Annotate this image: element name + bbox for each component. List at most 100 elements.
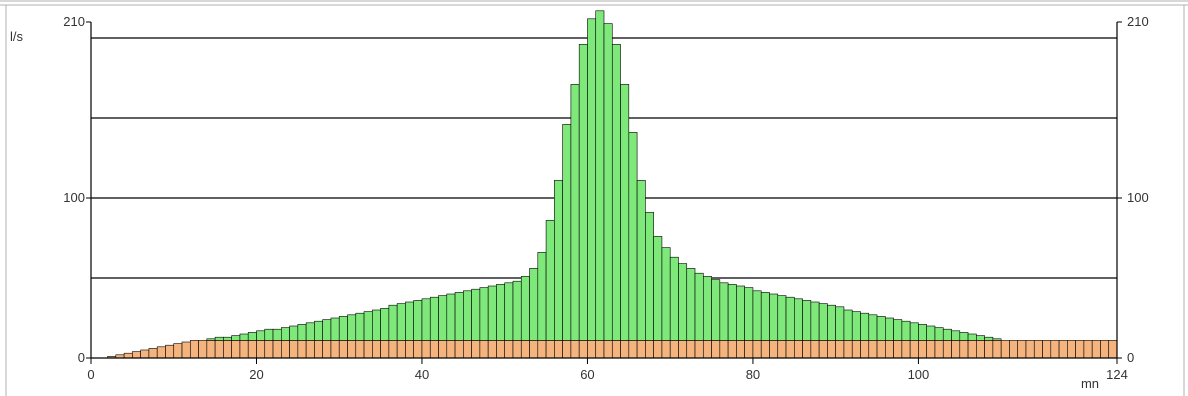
bar-base	[603, 340, 613, 359]
bar-base	[860, 340, 870, 359]
bar-base	[214, 340, 224, 359]
bar-base	[785, 340, 795, 359]
bar-base	[504, 340, 514, 359]
bar-base	[959, 340, 969, 359]
bar-base	[595, 340, 605, 359]
bar-base	[206, 340, 216, 359]
bar-base	[893, 340, 903, 359]
bar-base	[702, 340, 712, 359]
bar-runoff	[471, 288, 481, 341]
bar-runoff	[686, 268, 696, 341]
bar-runoff	[405, 301, 414, 341]
bar-runoff	[760, 292, 770, 341]
bar-runoff	[529, 268, 539, 341]
bar-runoff	[396, 303, 406, 341]
bar-runoff	[876, 316, 886, 341]
bar-runoff	[355, 312, 365, 341]
bar-base	[223, 340, 232, 359]
bar-base	[1025, 340, 1035, 359]
bar-base	[1091, 340, 1101, 359]
bar-base	[446, 340, 456, 359]
bar-runoff	[653, 236, 663, 341]
bar-base	[843, 340, 853, 359]
bar-runoff	[554, 180, 563, 341]
bar-base	[1042, 340, 1052, 359]
bar-runoff	[711, 279, 721, 341]
bar-runoff	[223, 336, 232, 341]
bar-base	[355, 340, 365, 359]
bar-runoff	[446, 293, 456, 341]
bar-runoff	[363, 311, 373, 341]
bar-base	[520, 340, 530, 359]
bar-base	[454, 340, 464, 359]
bar-runoff	[777, 295, 787, 341]
bar-base	[1058, 340, 1068, 359]
bar-runoff	[438, 295, 448, 341]
bar-base	[132, 351, 141, 359]
x-axis-label: mn	[1081, 376, 1099, 391]
bar-base	[1017, 340, 1027, 359]
bar-runoff	[479, 287, 489, 341]
y-tick-label-right: 0	[1127, 350, 1134, 365]
bar-runoff	[305, 322, 315, 341]
bar-runoff	[976, 335, 985, 341]
bar-base	[628, 340, 638, 359]
bar-runoff	[545, 220, 555, 341]
bar-base	[827, 340, 836, 359]
bar-base	[686, 340, 696, 359]
bar-runoff	[256, 330, 266, 341]
bar-base	[885, 340, 894, 359]
bar-runoff	[669, 256, 679, 341]
bar-runoff	[429, 296, 439, 341]
bar-base	[314, 340, 323, 359]
bar-base	[611, 340, 621, 359]
tick-labels: 0 20 40 60 80 100 124 0 100 210 0 100 210 l/s mn	[10, 14, 1149, 391]
bar-runoff	[835, 306, 845, 341]
bar-base	[429, 340, 439, 359]
bar-base	[967, 340, 977, 359]
x-tick-label: 100	[908, 367, 930, 382]
bar-base	[760, 340, 770, 359]
bar-runoff	[347, 314, 357, 341]
x-tick-label: 0	[87, 367, 94, 382]
bar-runoff	[578, 44, 588, 341]
bar-runoff	[314, 320, 323, 341]
bar-base	[942, 340, 952, 359]
bar-base	[239, 340, 249, 359]
bar-base	[198, 340, 208, 359]
bar-base	[247, 340, 257, 359]
y-axis-label: l/s	[10, 29, 24, 44]
bar-base	[256, 340, 266, 359]
bar-runoff	[504, 282, 514, 341]
bar-base	[669, 340, 679, 359]
bar-base	[471, 340, 481, 359]
y-tick-label-left: 210	[63, 14, 85, 29]
bar-runoff	[727, 284, 737, 341]
bar-runoff	[860, 312, 870, 341]
bar-runoff	[802, 300, 812, 341]
bar-base	[1075, 340, 1085, 359]
bar-runoff	[702, 276, 712, 341]
bar-base	[165, 344, 175, 359]
bar-runoff	[537, 252, 547, 341]
y-tick-label-left: 100	[63, 190, 85, 205]
bar-runoff	[744, 287, 754, 341]
bar-base	[810, 340, 820, 359]
bar-base	[388, 340, 398, 359]
bar-base	[727, 340, 737, 359]
bar-base	[926, 340, 936, 359]
bar-base	[1083, 340, 1093, 359]
y-tick-label-right: 210	[1127, 14, 1149, 29]
bar-runoff	[214, 336, 224, 341]
bar-base	[736, 340, 745, 359]
bar-base	[1009, 340, 1019, 359]
bar-base	[173, 343, 183, 359]
bar-base	[272, 340, 282, 359]
bar-runoff	[736, 285, 745, 341]
bar-base	[777, 340, 787, 359]
bar-base	[529, 340, 539, 359]
bar-base	[1100, 340, 1110, 359]
y-tick-label-right: 100	[1127, 190, 1149, 205]
bar-runoff	[603, 23, 613, 341]
